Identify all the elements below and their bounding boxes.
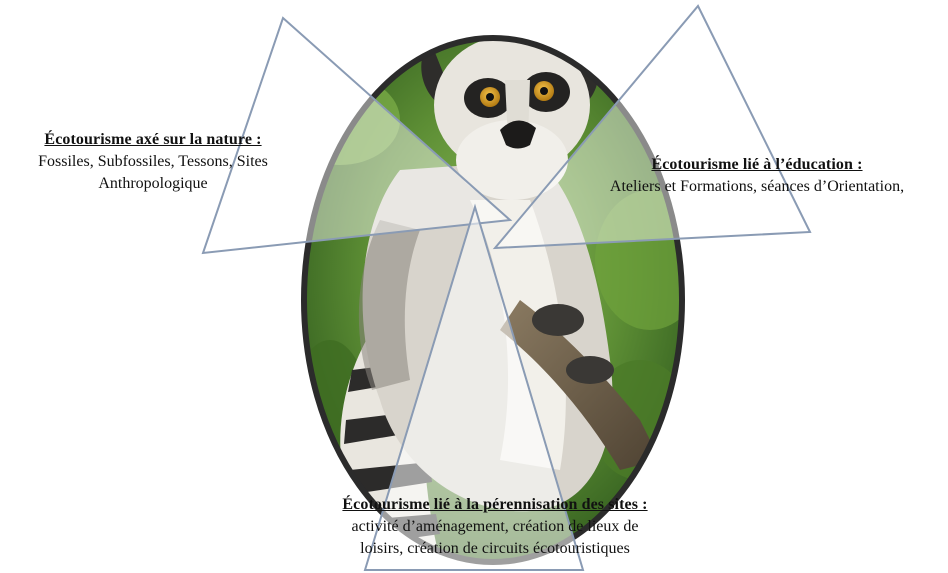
caption-education-heading: Écotourisme lié à l’éducation : <box>651 156 863 173</box>
caption-sites-heading: Écotourisme lié à la pérennisation des s… <box>342 496 648 513</box>
caption-sites: Écotourisme lié à la pérennisation des s… <box>290 494 700 560</box>
caption-nature: Écotourisme axé sur la nature : Fossiles… <box>0 129 306 195</box>
triangle-nature <box>201 16 513 255</box>
lemur-head <box>421 38 599 200</box>
triangle-education <box>492 4 812 250</box>
caption-nature-line-2: Anthropologique <box>98 175 208 192</box>
triangle-sites <box>363 203 585 571</box>
caption-nature-line-1: Fossiles, Subfossiles, Tessons, Sites <box>38 153 268 170</box>
caption-sites-line-2: loisirs, création de circuits écotourist… <box>360 540 630 557</box>
caption-sites-line-1: activité d’aménagement, création de lieu… <box>351 518 639 535</box>
caption-nature-heading: Écotourisme axé sur la nature : <box>44 131 262 148</box>
caption-education: Écotourisme lié à l’éducation : Ateliers… <box>566 154 948 198</box>
caption-education-line-1: Ateliers et Formations, séances d’Orient… <box>609 178 905 195</box>
branch <box>500 300 660 470</box>
